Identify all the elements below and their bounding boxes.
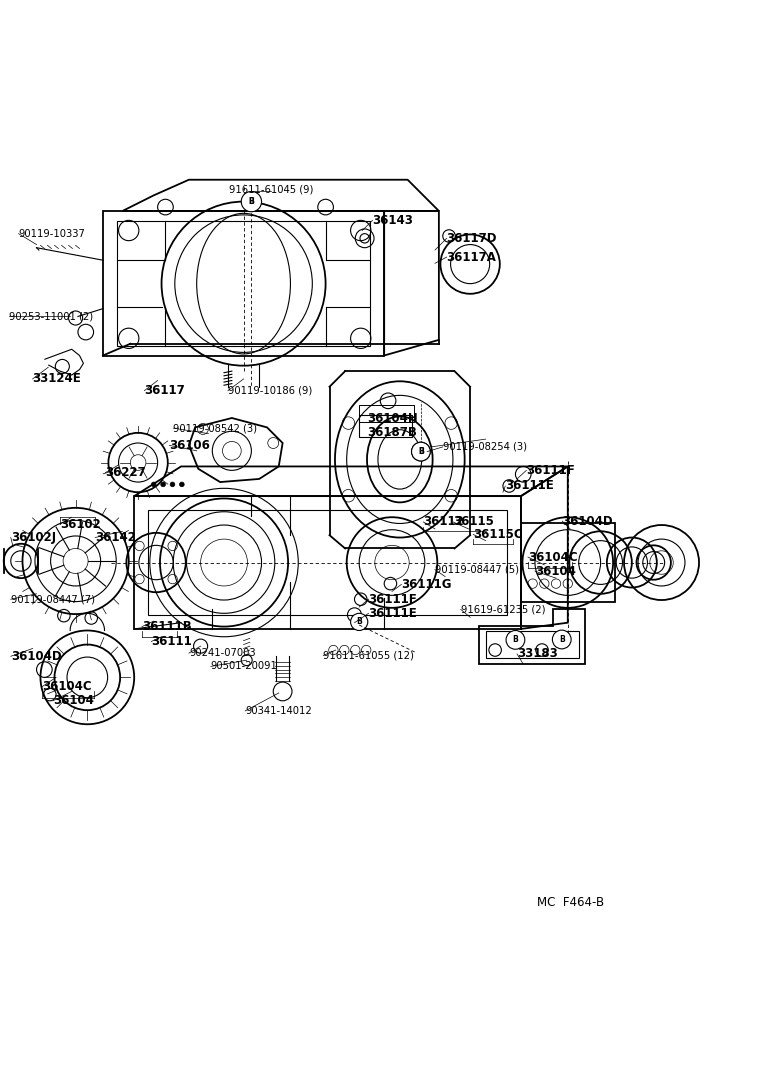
Text: 36104C: 36104C xyxy=(42,680,92,693)
Text: 91611-61055 (12): 91611-61055 (12) xyxy=(323,651,414,660)
Text: B: B xyxy=(513,635,518,644)
Circle shape xyxy=(242,192,261,211)
Text: MC  F464-B: MC F464-B xyxy=(536,896,604,909)
Text: 36117: 36117 xyxy=(144,384,185,397)
Text: 36111F: 36111F xyxy=(368,593,417,606)
Text: 36111G: 36111G xyxy=(401,578,452,591)
Circle shape xyxy=(412,442,430,460)
Bar xyxy=(486,631,579,658)
Circle shape xyxy=(553,630,571,648)
Text: 36104D: 36104D xyxy=(562,515,613,528)
Text: 91619-61235 (2): 91619-61235 (2) xyxy=(461,605,545,615)
Text: 36104H: 36104H xyxy=(367,412,418,425)
Text: 36102: 36102 xyxy=(60,518,100,531)
Text: B: B xyxy=(249,197,254,206)
Text: 90119-08447 (7): 90119-08447 (7) xyxy=(11,594,95,604)
Text: 36143: 36143 xyxy=(372,214,413,227)
Text: 90119-10186 (9): 90119-10186 (9) xyxy=(228,386,312,395)
Text: 36117D: 36117D xyxy=(447,231,497,244)
Text: 36111F: 36111F xyxy=(526,464,575,477)
Text: 36104D: 36104D xyxy=(11,649,61,662)
Circle shape xyxy=(161,482,165,487)
Text: 36187B: 36187B xyxy=(367,426,417,439)
Text: 36104C: 36104C xyxy=(528,551,578,564)
Circle shape xyxy=(350,614,368,631)
Text: B: B xyxy=(418,447,424,456)
Text: 36102J: 36102J xyxy=(11,531,56,544)
Text: 36111: 36111 xyxy=(151,635,192,648)
Bar xyxy=(359,405,414,421)
Text: B: B xyxy=(249,197,254,206)
Circle shape xyxy=(241,191,262,212)
Text: 36111E: 36111E xyxy=(368,607,417,620)
Circle shape xyxy=(506,631,524,649)
Bar xyxy=(359,415,412,437)
Text: 90119-08447 (5): 90119-08447 (5) xyxy=(435,565,519,574)
Text: B: B xyxy=(418,447,424,456)
Text: 33183: 33183 xyxy=(517,647,557,660)
Text: 36227: 36227 xyxy=(105,466,146,479)
Text: 90119-08254 (3): 90119-08254 (3) xyxy=(443,442,527,452)
Text: 36104: 36104 xyxy=(535,565,575,578)
Text: 36117A: 36117A xyxy=(447,251,496,264)
Text: 90341-14012: 90341-14012 xyxy=(245,706,312,716)
Text: 90119-08542 (3): 90119-08542 (3) xyxy=(173,424,257,433)
Text: 36111E: 36111E xyxy=(505,480,554,492)
Text: B: B xyxy=(559,635,564,644)
Text: 36112: 36112 xyxy=(423,516,464,529)
Text: 90253-11001 (2): 90253-11001 (2) xyxy=(9,312,93,321)
Text: 36142: 36142 xyxy=(95,531,136,544)
Circle shape xyxy=(180,482,184,487)
Circle shape xyxy=(170,482,175,487)
Text: 36104: 36104 xyxy=(53,694,94,707)
Circle shape xyxy=(412,442,430,460)
Text: 33124E: 33124E xyxy=(33,372,82,386)
Text: 36106: 36106 xyxy=(169,439,210,452)
Circle shape xyxy=(151,482,156,487)
Text: 36115: 36115 xyxy=(453,516,494,529)
Text: 90241-07003: 90241-07003 xyxy=(189,648,256,658)
Text: 91611-61045 (9): 91611-61045 (9) xyxy=(229,185,313,194)
Text: 36115C: 36115C xyxy=(474,528,523,541)
Text: 90501-20091: 90501-20091 xyxy=(211,661,278,671)
Text: B: B xyxy=(356,618,362,627)
Text: 36111B: 36111B xyxy=(142,620,192,633)
Text: 90119-10337: 90119-10337 xyxy=(19,229,85,239)
